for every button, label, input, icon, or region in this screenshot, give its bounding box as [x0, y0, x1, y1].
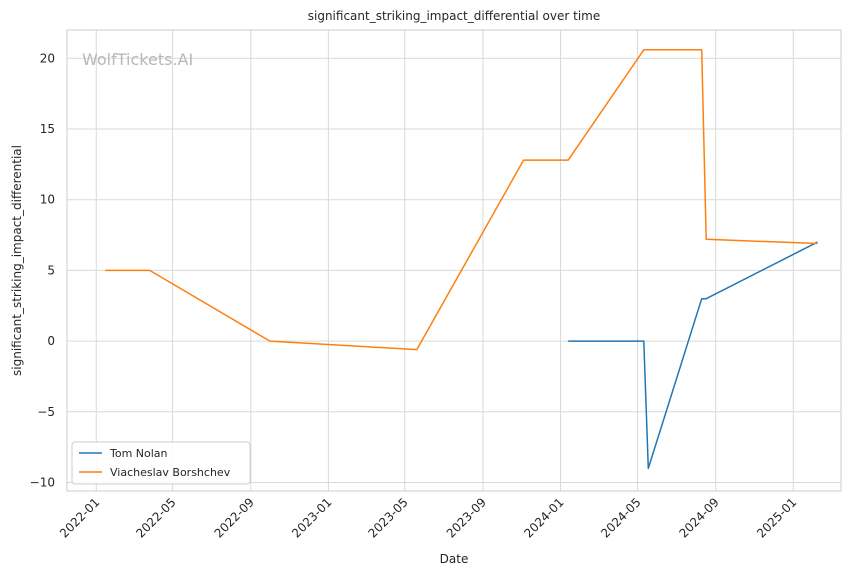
grid	[67, 30, 841, 491]
plot-frame	[66, 29, 842, 492]
y-axis-label: significant_striking_impact_differential	[10, 145, 24, 376]
legend: Tom Nolan Viacheslav Borshchev	[71, 441, 251, 485]
series-line	[105, 49, 818, 351]
x-axis-label: Date	[440, 552, 469, 566]
series-line	[568, 241, 818, 470]
y-tick-label: 10	[40, 193, 55, 207]
series-lines	[105, 49, 818, 470]
chart-title: significant_striking_impact_differential…	[308, 9, 600, 23]
y-tick-label: 5	[47, 263, 55, 277]
y-tick-label: 0	[47, 334, 55, 348]
legend-box	[71, 441, 251, 485]
y-tick-label: −10	[30, 476, 55, 490]
y-tick-label: −5	[37, 405, 55, 419]
watermark: WolfTickets.AI	[82, 50, 193, 69]
y-tick-label: 15	[40, 122, 55, 136]
legend-label: Viacheslav Borshchev	[110, 466, 231, 479]
y-tick-label: 20	[40, 51, 55, 65]
legend-label: Tom Nolan	[109, 447, 168, 460]
